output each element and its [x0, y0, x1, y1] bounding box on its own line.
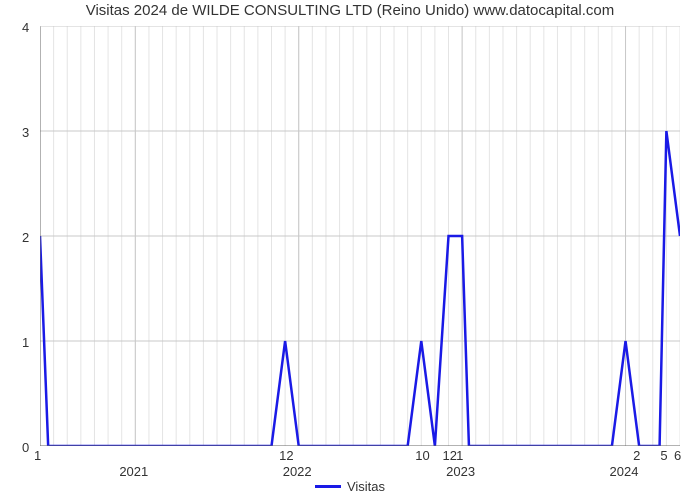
chart-svg: [40, 26, 680, 446]
legend-line-icon: [315, 485, 341, 488]
x-tick-label: 6: [674, 448, 681, 463]
x-tick-label: 2: [633, 448, 640, 463]
x-tick-label: 5: [660, 448, 667, 463]
y-tick-label: 2: [22, 230, 29, 245]
x-tick-label: 1: [34, 448, 41, 463]
y-tick-label: 0: [22, 440, 29, 455]
chart-plot-area: [40, 26, 680, 446]
x-tick-label: 1: [456, 448, 463, 463]
legend-item-visitas: Visitas: [315, 479, 385, 494]
x-tick-label: 10: [415, 448, 429, 463]
y-tick-label: 3: [22, 125, 29, 140]
legend-label: Visitas: [347, 479, 385, 494]
y-tick-label: 1: [22, 335, 29, 350]
y-tick-label: 4: [22, 20, 29, 35]
chart-legend: Visitas: [0, 476, 700, 494]
x-tick-label: 12: [279, 448, 293, 463]
x-tick-label: 12: [443, 448, 457, 463]
chart-title: Visitas 2024 de WILDE CONSULTING LTD (Re…: [0, 2, 700, 19]
